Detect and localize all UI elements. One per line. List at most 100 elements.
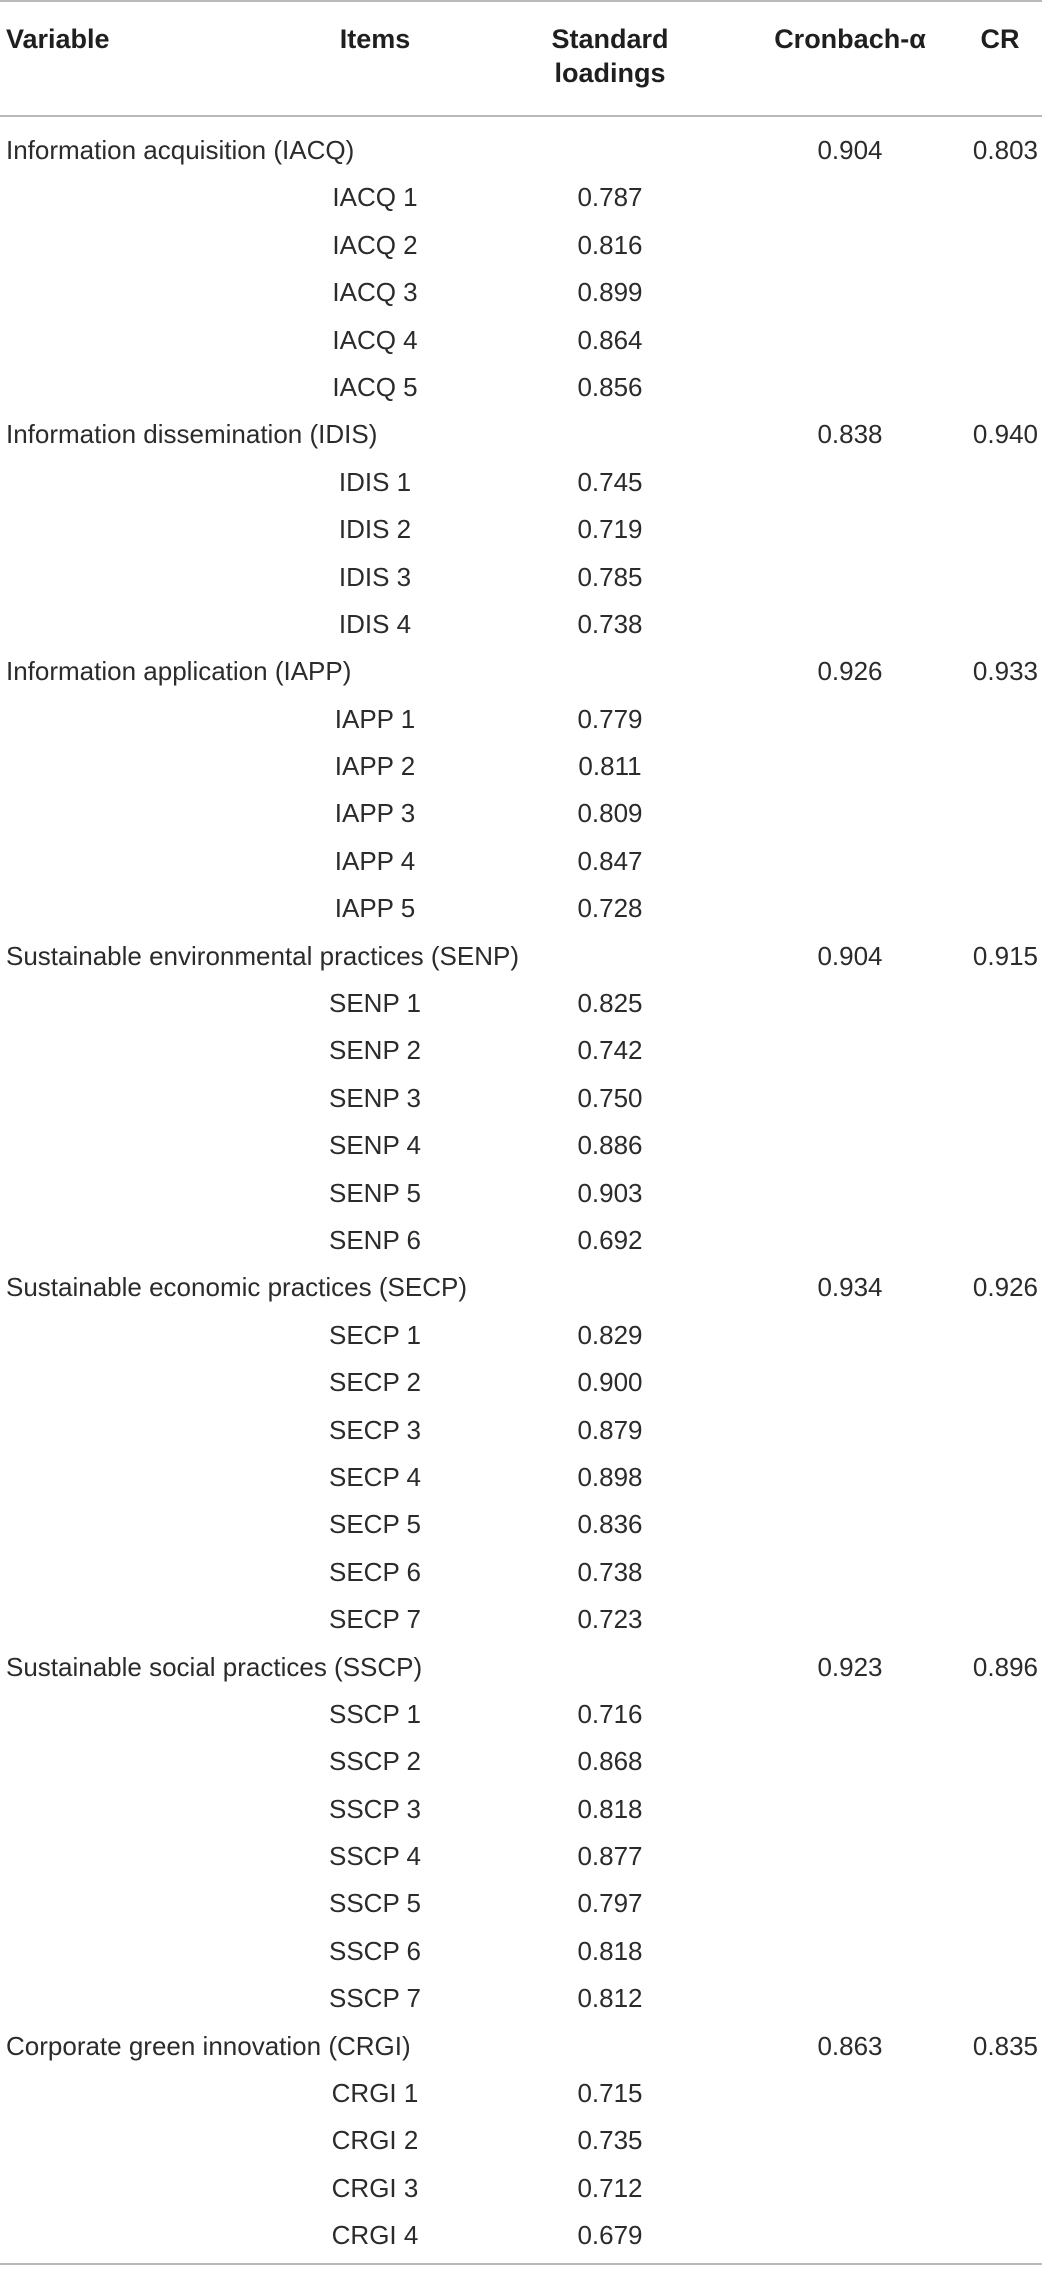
item-label: SECP 3 bbox=[328, 1414, 421, 1445]
standard-loading-value: 0.715 bbox=[577, 2078, 643, 2109]
cr-value: 0.933 bbox=[972, 656, 1038, 687]
item-row: IAPP 3 0.809 bbox=[0, 790, 1042, 837]
item-row: IACQ 4 0.864 bbox=[0, 317, 1042, 364]
item-label: SSCP 1 bbox=[328, 1698, 421, 1729]
standard-loading-value: 0.785 bbox=[577, 561, 643, 592]
item-label: SENP 5 bbox=[328, 1177, 421, 1208]
variable-name: Corporate green innovation (CRGI) bbox=[6, 2030, 411, 2061]
item-label: SSCP 5 bbox=[328, 1888, 421, 1919]
variable-row: Sustainable environmental practices (SEN… bbox=[0, 933, 1042, 980]
item-label: SSCP 4 bbox=[328, 1841, 421, 1872]
standard-loading-value: 0.818 bbox=[577, 1935, 643, 1966]
item-label: SECP 6 bbox=[328, 1556, 421, 1587]
cronbach-alpha-value: 0.904 bbox=[817, 940, 883, 971]
cronbach-alpha-value: 0.926 bbox=[817, 656, 883, 687]
standard-loading-value: 0.735 bbox=[577, 2125, 643, 2156]
item-label: IDIS 4 bbox=[338, 608, 412, 639]
standard-loading-value: 0.879 bbox=[577, 1414, 643, 1445]
cr-value: 0.926 bbox=[972, 1272, 1038, 1303]
item-label: IDIS 3 bbox=[338, 561, 412, 592]
item-row: SECP 6 0.738 bbox=[0, 1549, 1042, 1596]
item-label: SECP 7 bbox=[328, 1604, 421, 1635]
item-label: IDIS 1 bbox=[338, 466, 412, 497]
item-label: SECP 2 bbox=[328, 1367, 421, 1398]
table-bottom-rule bbox=[0, 2263, 1042, 2265]
item-label: SSCP 2 bbox=[328, 1746, 421, 1777]
table-top-rule bbox=[0, 0, 1042, 2]
variable-row: Sustainable social practices (SSCP) 0.923… bbox=[0, 1644, 1042, 1691]
item-row: SENP 5 0.903 bbox=[0, 1170, 1042, 1217]
standard-loading-value: 0.679 bbox=[577, 2220, 643, 2251]
variable-row: Sustainable economic practices (SECP) 0.9… bbox=[0, 1264, 1042, 1311]
item-row: SECP 5 0.836 bbox=[0, 1501, 1042, 1548]
standard-loading-value: 0.816 bbox=[577, 229, 643, 260]
item-row: IDIS 1 0.745 bbox=[0, 459, 1042, 506]
standard-loading-value: 0.738 bbox=[577, 608, 643, 639]
item-row: IAPP 1 0.779 bbox=[0, 696, 1042, 743]
item-row: IDIS 3 0.785 bbox=[0, 554, 1042, 601]
item-row: CRGI 1 0.715 bbox=[0, 2070, 1042, 2117]
item-row: SENP 4 0.886 bbox=[0, 1122, 1042, 1169]
standard-loading-value: 0.719 bbox=[577, 514, 643, 545]
cronbach-alpha-value: 0.934 bbox=[817, 1272, 883, 1303]
standard-loading-value: 0.797 bbox=[577, 1888, 643, 1919]
standard-loading-value: 0.738 bbox=[577, 1556, 643, 1587]
cronbach-alpha-value: 0.838 bbox=[817, 419, 883, 450]
standard-loading-value: 0.742 bbox=[577, 1035, 643, 1066]
item-label: SECP 4 bbox=[328, 1461, 421, 1492]
item-label: IAPP 4 bbox=[334, 845, 416, 876]
standard-loading-value: 0.829 bbox=[577, 1319, 643, 1350]
standard-loading-value: 0.811 bbox=[578, 751, 642, 782]
item-label: IACQ 3 bbox=[332, 277, 418, 308]
item-row: IACQ 2 0.816 bbox=[0, 222, 1042, 269]
item-label: CRGI 3 bbox=[331, 2172, 419, 2203]
item-row: IAPP 5 0.728 bbox=[0, 885, 1042, 932]
variable-row: Information dissemination (IDIS) 0.838 0.9… bbox=[0, 411, 1042, 458]
item-row: IDIS 4 0.738 bbox=[0, 601, 1042, 648]
variable-name: Information acquisition (IACQ) bbox=[6, 135, 355, 165]
standard-loading-value: 0.847 bbox=[577, 845, 643, 876]
standard-loading-value: 0.712 bbox=[577, 2172, 643, 2203]
header-loadings-line2: loadings bbox=[554, 58, 666, 88]
variable-row: Corporate green innovation (CRGI) 0.863 0.… bbox=[0, 2023, 1042, 2070]
cronbach-alpha-value: 0.923 bbox=[817, 1651, 883, 1682]
standard-loading-value: 0.728 bbox=[577, 893, 643, 924]
item-row: SECP 7 0.723 bbox=[0, 1596, 1042, 1643]
standard-loading-value: 0.900 bbox=[577, 1367, 643, 1398]
table-header-rule bbox=[0, 115, 1042, 117]
standard-loading-value: 0.877 bbox=[577, 1841, 643, 1872]
standard-loading-value: 0.856 bbox=[577, 371, 643, 402]
variable-name: Sustainable social practices (SSCP) bbox=[6, 1651, 423, 1682]
item-row: IAPP 2 0.811 bbox=[0, 743, 1042, 790]
item-label: IACQ 2 bbox=[332, 229, 418, 260]
standard-loading-value: 0.898 bbox=[577, 1461, 643, 1492]
item-row: SSCP 6 0.818 bbox=[0, 1928, 1042, 1975]
item-row: SSCP 2 0.868 bbox=[0, 1738, 1042, 1785]
item-label: SENP 3 bbox=[328, 1082, 421, 1113]
cr-value: 0.896 bbox=[972, 1651, 1038, 1682]
item-row: IDIS 2 0.719 bbox=[0, 506, 1042, 553]
standard-loading-value: 0.868 bbox=[577, 1746, 643, 1777]
item-row: SSCP 3 0.818 bbox=[0, 1786, 1042, 1833]
header-cr: CR bbox=[980, 24, 1020, 54]
item-label: IDIS 2 bbox=[338, 514, 412, 545]
standard-loading-value: 0.864 bbox=[577, 324, 643, 355]
standard-loading-value: 0.818 bbox=[577, 1793, 643, 1824]
item-label: IAPP 2 bbox=[334, 751, 416, 782]
item-label: SSCP 6 bbox=[328, 1935, 421, 1966]
variable-row: Information application (IAPP) 0.926 0.933 bbox=[0, 648, 1042, 695]
item-row: IACQ 3 0.899 bbox=[0, 269, 1042, 316]
item-label: IACQ 4 bbox=[332, 324, 418, 355]
item-label: SSCP 7 bbox=[328, 1983, 421, 2014]
standard-loading-value: 0.825 bbox=[577, 988, 643, 1019]
cr-value: 0.915 bbox=[972, 940, 1038, 971]
item-row: CRGI 3 0.712 bbox=[0, 2165, 1042, 2212]
item-row: IACQ 5 0.856 bbox=[0, 364, 1042, 411]
standard-loading-value: 0.809 bbox=[577, 798, 643, 829]
item-row: SSCP 5 0.797 bbox=[0, 1880, 1042, 1927]
standard-loading-value: 0.750 bbox=[577, 1082, 643, 1113]
item-label: CRGI 2 bbox=[331, 2125, 419, 2156]
standard-loading-value: 0.886 bbox=[577, 1130, 643, 1161]
item-row: CRGI 4 0.679 bbox=[0, 2212, 1042, 2259]
standard-loading-value: 0.779 bbox=[577, 703, 643, 734]
